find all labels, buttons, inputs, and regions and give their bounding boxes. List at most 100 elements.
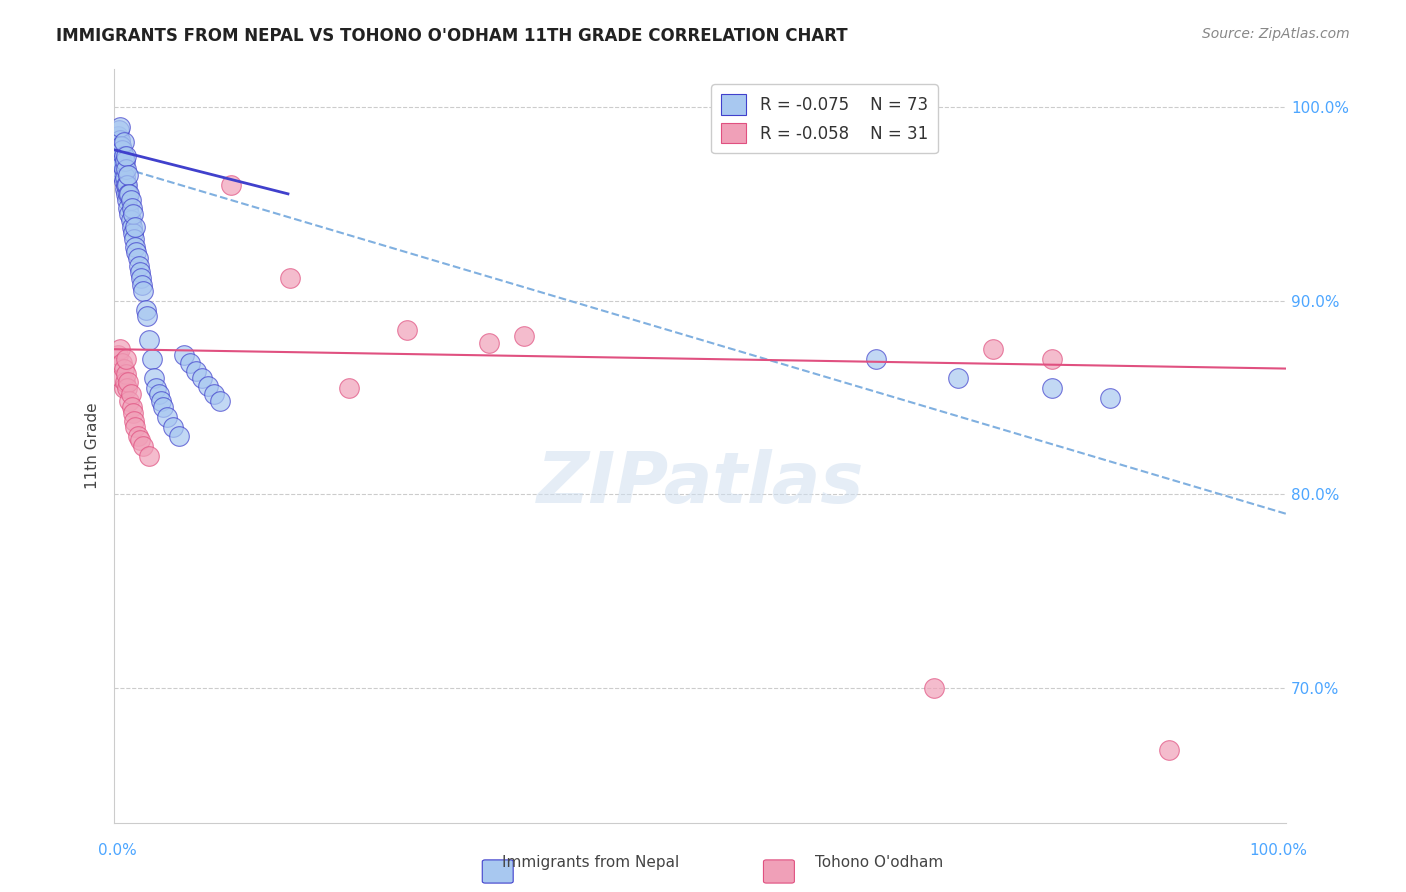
Point <box>112 361 135 376</box>
Point <box>117 201 139 215</box>
Point <box>108 148 131 162</box>
Point <box>513 328 536 343</box>
Point <box>138 333 160 347</box>
Point <box>135 303 157 318</box>
Point <box>115 162 138 177</box>
Point <box>108 342 131 356</box>
Point <box>105 143 128 157</box>
Point <box>110 139 132 153</box>
Y-axis label: 11th Grade: 11th Grade <box>86 402 100 490</box>
Point <box>107 129 129 144</box>
Point <box>278 270 301 285</box>
Point <box>122 232 145 246</box>
Point <box>108 139 131 153</box>
Point <box>128 259 150 273</box>
Point <box>112 135 135 149</box>
Point <box>396 323 419 337</box>
Point <box>145 381 167 395</box>
Point <box>131 278 153 293</box>
Point <box>132 284 155 298</box>
Point <box>179 356 201 370</box>
Point <box>121 401 143 415</box>
Point <box>124 419 146 434</box>
Text: Tohono O'odham: Tohono O'odham <box>814 855 943 870</box>
Point <box>118 187 141 202</box>
Point <box>108 154 131 169</box>
Point <box>162 419 184 434</box>
Point <box>127 251 149 265</box>
Point <box>117 168 139 182</box>
Point <box>173 348 195 362</box>
Point <box>115 178 138 192</box>
Text: IMMIGRANTS FROM NEPAL VS TOHONO O'ODHAM 11TH GRADE CORRELATION CHART: IMMIGRANTS FROM NEPAL VS TOHONO O'ODHAM … <box>56 27 848 45</box>
Point <box>117 375 139 389</box>
Point <box>115 178 138 192</box>
Point <box>107 348 129 362</box>
Point <box>129 270 152 285</box>
Point <box>148 386 170 401</box>
Point <box>110 153 132 167</box>
Point <box>108 120 131 134</box>
Point <box>865 351 887 366</box>
Point <box>132 439 155 453</box>
Point <box>1040 381 1063 395</box>
Text: ZIPatlas: ZIPatlas <box>536 450 863 518</box>
Point <box>118 394 141 409</box>
Point <box>108 133 131 147</box>
Point <box>115 381 138 395</box>
Point <box>1040 351 1063 366</box>
Point <box>115 368 138 382</box>
Point <box>117 187 139 202</box>
Point <box>946 371 969 385</box>
Point <box>122 414 145 428</box>
Point <box>121 220 143 235</box>
Point <box>112 174 135 188</box>
Point <box>156 409 179 424</box>
Text: 100.0%: 100.0% <box>1250 843 1308 858</box>
Point <box>221 178 243 192</box>
Point <box>167 429 190 443</box>
Point <box>152 401 174 415</box>
Point <box>108 145 131 159</box>
Point <box>122 226 145 240</box>
Point <box>111 356 134 370</box>
Point <box>115 351 138 366</box>
Point <box>136 310 159 324</box>
Point <box>120 193 142 207</box>
Point <box>112 162 135 177</box>
Point <box>107 135 129 149</box>
Point <box>111 168 134 182</box>
Point <box>110 162 132 177</box>
Point <box>120 386 142 401</box>
Point <box>115 187 138 202</box>
Point <box>1099 391 1122 405</box>
Point <box>129 433 152 447</box>
Point <box>118 207 141 221</box>
Text: 0.0%: 0.0% <box>98 843 138 858</box>
Point <box>114 169 136 184</box>
Point <box>122 207 145 221</box>
Point <box>129 265 152 279</box>
Point <box>141 351 163 366</box>
Point <box>125 245 148 260</box>
Text: Immigrants from Nepal: Immigrants from Nepal <box>502 855 679 870</box>
Point <box>981 342 1004 356</box>
Point <box>197 379 219 393</box>
Point <box>202 386 225 401</box>
Point <box>127 429 149 443</box>
Point <box>138 449 160 463</box>
Point <box>110 371 132 385</box>
Point <box>111 158 134 172</box>
Point <box>1157 743 1180 757</box>
Point <box>337 381 360 395</box>
Point <box>122 406 145 420</box>
Legend: R = -0.075    N = 73, R = -0.058    N = 31: R = -0.075 N = 73, R = -0.058 N = 31 <box>711 85 938 153</box>
Point <box>115 193 138 207</box>
Point <box>191 371 214 385</box>
Point <box>208 394 231 409</box>
Point <box>114 181 136 195</box>
Text: Source: ZipAtlas.com: Source: ZipAtlas.com <box>1202 27 1350 41</box>
Point <box>114 375 136 389</box>
Point <box>120 212 142 227</box>
Point <box>150 394 173 409</box>
